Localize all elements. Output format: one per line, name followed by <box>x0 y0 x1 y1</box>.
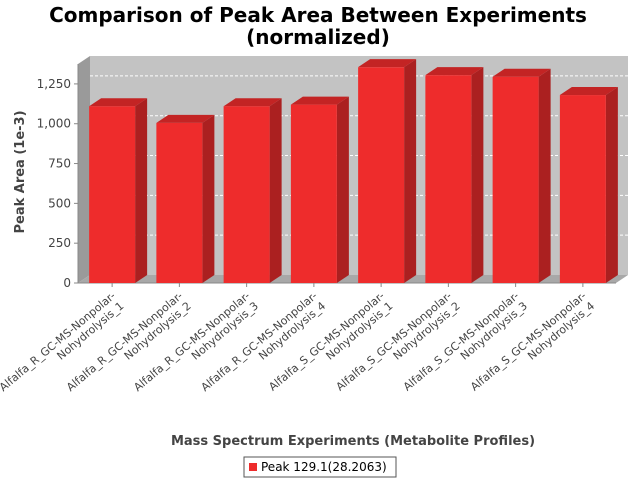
bar-top <box>559 87 618 96</box>
x-axis-title: Mass Spectrum Experiments (Metabolite Pr… <box>171 434 535 449</box>
x-tick-label: Alfalfa_R_GC-MS-Nonpolar-Nohydrolysis_4 <box>199 289 329 404</box>
bar <box>89 98 148 283</box>
bar-front <box>290 104 337 283</box>
bar-top <box>290 96 349 105</box>
bar-top <box>89 98 148 107</box>
bar <box>559 87 618 283</box>
bar-side <box>269 98 282 283</box>
bar <box>223 98 282 283</box>
plot-side-wall <box>78 56 90 283</box>
bar-top <box>223 98 282 107</box>
bar <box>425 67 484 283</box>
x-tick-label: Alfalfa_S_GC-MS-Nonpolar-Nohydrolysis_3 <box>401 289 530 403</box>
y-tick-label: 0 <box>63 276 71 290</box>
x-tick-label: Alfalfa_R_GC-MS-Nonpolar-Nohydrolysis_3 <box>131 289 261 404</box>
x-tick-label: Alfalfa_S_GC-MS-Nonpolar-Nohydrolysis_2 <box>334 289 463 403</box>
y-tick-label: 250 <box>48 236 71 250</box>
bar-front <box>492 76 539 283</box>
chart-title-line1: Comparison of Peak Area Between Experime… <box>49 3 587 27</box>
bar-front <box>156 122 203 283</box>
bar-top <box>425 67 484 76</box>
bar-front <box>89 106 136 283</box>
bar-side <box>336 96 349 283</box>
y-tick-label: 750 <box>48 157 71 171</box>
legend-label: Peak 129.1(28.2063) <box>261 460 387 474</box>
plot-floor <box>78 275 628 283</box>
bar-front <box>223 106 270 283</box>
bar <box>290 96 349 283</box>
bar-side <box>404 59 417 283</box>
y-tick-label: 1,000 <box>37 117 71 131</box>
legend-swatch <box>249 463 257 471</box>
bar <box>156 114 215 283</box>
x-tick-label: Alfalfa_R_GC-MS-Nonpolar-Nohydrolysis_2 <box>64 289 194 404</box>
bars <box>89 59 618 283</box>
bar-side <box>605 87 618 283</box>
bar-top <box>156 114 215 123</box>
x-tick-label: Alfalfa_S_GC-MS-Nonpolar-Nohydrolysis_4 <box>468 289 597 403</box>
bar-side <box>538 68 551 283</box>
y-ticks: 0 250 500 750 1,000 1,250 <box>37 77 78 290</box>
legend: Peak 129.1(28.2063) <box>243 456 397 478</box>
x-tick-labels: Alfalfa_R_GC-MS-Nonpolar-Nohydrolysis_1A… <box>0 283 597 404</box>
bar <box>492 68 551 283</box>
legend-box <box>243 456 397 478</box>
y-tick-label: 500 <box>48 196 71 210</box>
bar-front <box>358 67 405 283</box>
x-tick-label: Alfalfa_S_GC-MS-Nonpolar-Nohydrolysis_1 <box>266 289 395 403</box>
bar-side <box>202 114 215 283</box>
y-tick-label: 1,250 <box>37 77 71 91</box>
bar-front <box>425 75 472 283</box>
bar-side <box>471 67 484 283</box>
bar-top <box>492 68 551 77</box>
bar-side <box>135 98 148 283</box>
bar-top <box>358 59 417 68</box>
bar <box>358 59 417 283</box>
y-axis-title: Peak Area (1e-3) <box>13 110 28 233</box>
bar-front <box>559 95 606 283</box>
chart-title-line2: (normalized) <box>246 25 390 49</box>
